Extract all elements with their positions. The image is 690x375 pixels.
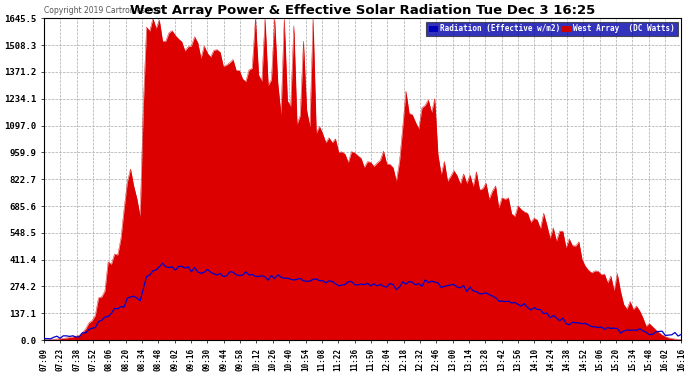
Text: Copyright 2019 Cartronics.com: Copyright 2019 Cartronics.com bbox=[44, 6, 164, 15]
Legend: Radiation (Effective w/m2), West Array  (DC Watts): Radiation (Effective w/m2), West Array (… bbox=[426, 22, 678, 36]
Title: West Array Power & Effective Solar Radiation Tue Dec 3 16:25: West Array Power & Effective Solar Radia… bbox=[130, 4, 595, 17]
